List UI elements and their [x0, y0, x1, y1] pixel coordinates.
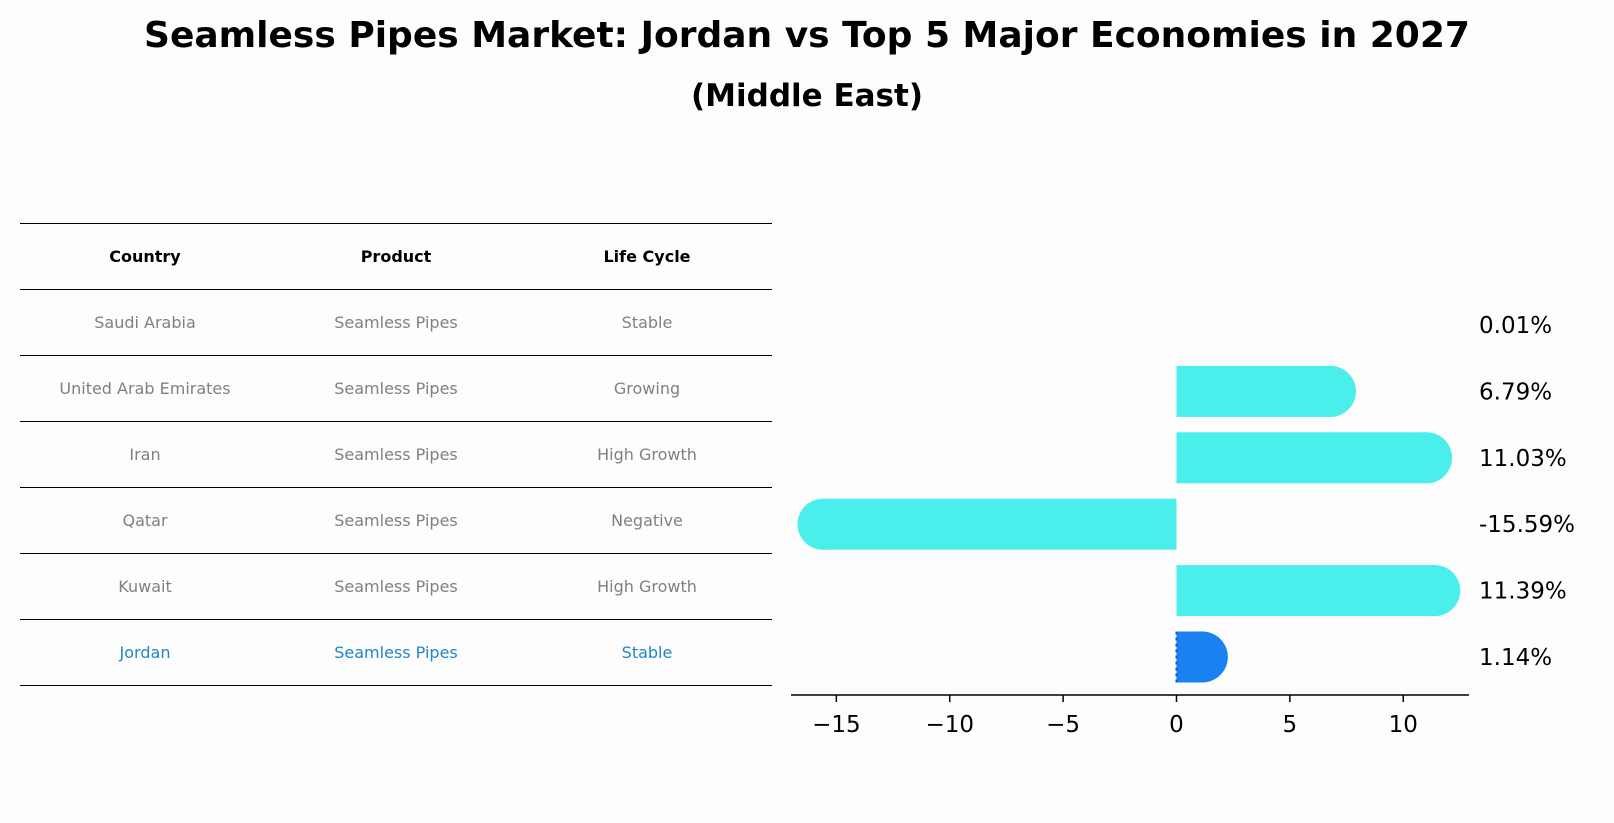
life-cycle-cell: High Growth: [597, 445, 697, 464]
bar-iran: [1176, 432, 1427, 484]
chart-subtitle: (Middle East): [690, 78, 923, 114]
table-row: Saudi Arabia Seamless Pipes Stable: [20, 290, 772, 356]
header-product: Product: [360, 247, 432, 266]
country-cell: Kuwait: [118, 577, 172, 596]
country-cell: Qatar: [122, 511, 168, 530]
value-label: -15.59%: [1479, 512, 1575, 538]
x-tick-label: −10: [925, 712, 974, 738]
header-country: Country: [109, 247, 181, 266]
bar-cap: [1409, 565, 1461, 617]
bar-united-arab-emirates: [1176, 365, 1331, 417]
country-cell: United Arab Emirates: [59, 379, 231, 398]
product-cell: Seamless Pipes: [334, 445, 458, 464]
value-label: 6.79%: [1479, 379, 1552, 405]
value-label: 11.03%: [1479, 446, 1567, 472]
product-cell: Seamless Pipes: [334, 577, 458, 596]
life-cycle-cell: Growing: [613, 379, 681, 398]
bar-cap: [1401, 432, 1453, 484]
x-tick-label: 5: [1283, 712, 1298, 738]
product-cell: Seamless Pipes: [334, 313, 458, 332]
table-row: Iran Seamless Pipes High Growth: [20, 422, 772, 488]
bar-cap: [797, 498, 849, 550]
value-label: 1.14%: [1479, 645, 1552, 671]
chart-title: Seamless Pipes Market: Jordan vs Top 5 M…: [144, 15, 1470, 56]
comparison-table: Country Product Life Cycle Saudi Arabia …: [20, 223, 772, 686]
x-tick-label: 10: [1389, 712, 1418, 738]
life-cycle-cell: Stable: [621, 643, 673, 662]
bar-kuwait: [1176, 565, 1435, 617]
bar-qatar: [822, 498, 1177, 550]
country-cell: Jordan: [119, 643, 171, 662]
life-cycle-cell: High Growth: [597, 577, 697, 596]
product-cell: Seamless Pipes: [334, 643, 458, 662]
table-row: Qatar Seamless Pipes Negative: [20, 488, 772, 554]
value-label: 0.01%: [1479, 313, 1552, 339]
country-cell: Iran: [129, 445, 161, 464]
bar-cap: [1304, 365, 1356, 417]
x-tick-label: −5: [1046, 712, 1080, 738]
product-cell: Seamless Pipes: [334, 511, 458, 530]
value-label: 11.39%: [1479, 579, 1567, 605]
table-row: Kuwait Seamless Pipes High Growth: [20, 554, 772, 620]
country-cell: Saudi Arabia: [94, 313, 196, 332]
x-tick-label: 0: [1169, 712, 1184, 738]
bar-cap: [1176, 631, 1228, 683]
life-cycle-cell: Stable: [621, 313, 673, 332]
table-header-row: Country Product Life Cycle: [20, 224, 772, 290]
life-cycle-cell: Negative: [611, 511, 683, 530]
table-row-highlight: Jordan Seamless Pipes Stable: [20, 620, 772, 686]
x-tick-label: −15: [812, 712, 861, 738]
table-row: United Arab Emirates Seamless Pipes Grow…: [20, 356, 772, 422]
header-life-cycle: Life Cycle: [603, 247, 691, 266]
product-cell: Seamless Pipes: [334, 379, 458, 398]
